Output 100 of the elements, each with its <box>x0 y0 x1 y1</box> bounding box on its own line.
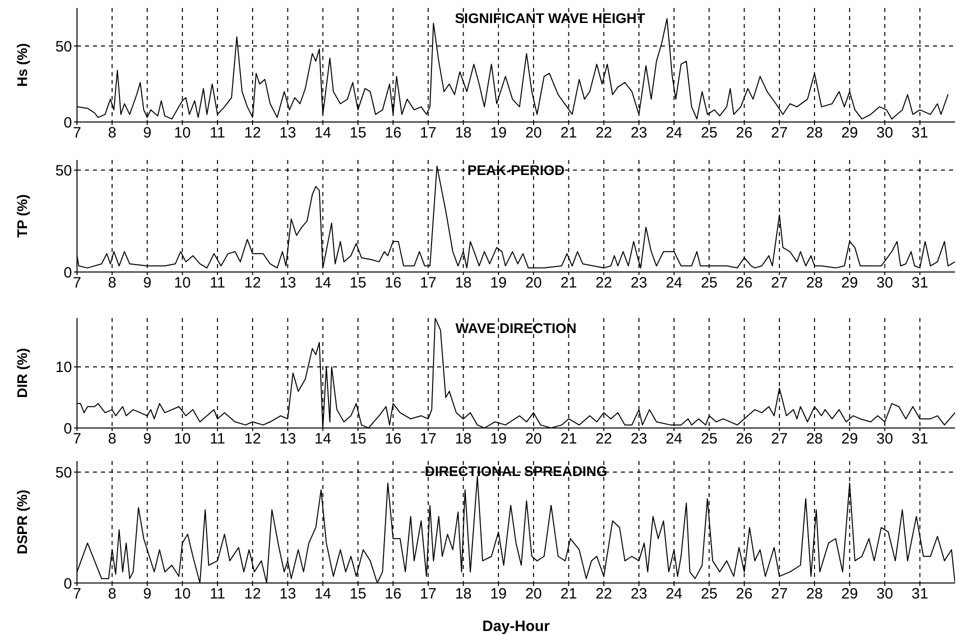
x-tick-label: 30 <box>876 586 894 603</box>
x-tick-label: 9 <box>143 586 152 603</box>
x-tick-label: 31 <box>912 586 928 603</box>
x-tick-label: 28 <box>806 274 823 292</box>
y-tick-label: 0 <box>64 264 72 282</box>
x-tick-label: 14 <box>314 124 332 142</box>
x-tick-label: 7 <box>72 430 82 448</box>
x-tick-label: 10 <box>174 430 191 448</box>
x-tick-label: 21 <box>560 274 578 292</box>
x-tick-label: 24 <box>666 430 682 448</box>
x-tick-label: 16 <box>384 586 402 603</box>
x-tick-label: 13 <box>279 274 296 292</box>
x-tick-label: 22 <box>595 586 612 603</box>
x-tick-label: 10 <box>174 124 191 142</box>
x-tick-label: 28 <box>806 430 823 448</box>
x-tick-label: 31 <box>912 124 928 142</box>
x-tick-label: 14 <box>314 430 332 448</box>
x-tick-label: 22 <box>595 124 612 142</box>
y-axis-title: TP (%) <box>14 194 30 238</box>
x-tick-label: 28 <box>806 586 823 603</box>
x-tick-label: 12 <box>244 124 261 142</box>
y-tick-label: 50 <box>55 464 72 482</box>
y-tick-label: 50 <box>55 38 72 56</box>
x-tick-label: 13 <box>279 124 296 142</box>
x-tick-label: 29 <box>841 274 858 292</box>
x-tick-label: 7 <box>72 586 82 603</box>
x-tick-label: 26 <box>736 430 753 448</box>
x-tick-label: 25 <box>700 430 718 448</box>
x-tick-label: 15 <box>350 586 366 603</box>
x-tick-label: 12 <box>244 274 261 292</box>
y-tick-label: 0 <box>64 114 72 132</box>
x-tick-label: 27 <box>771 430 788 448</box>
x-tick-label: 31 <box>912 430 928 448</box>
x-axis-title: Day-Hour <box>482 618 550 634</box>
x-tick-label: 25 <box>700 124 718 142</box>
x-tick-label: 7 <box>72 274 82 292</box>
x-tick-label: 27 <box>771 586 788 603</box>
x-tick-label: 11 <box>210 430 226 448</box>
x-tick-label: 12 <box>244 430 261 448</box>
x-tick-label: 25 <box>700 274 718 292</box>
x-tick-label: 20 <box>525 274 542 292</box>
x-tick-label: 10 <box>174 586 191 603</box>
x-tick-label: 9 <box>143 124 152 142</box>
x-tick-label: 24 <box>666 274 682 292</box>
x-tick-label: 27 <box>771 124 788 142</box>
x-tick-label: 26 <box>736 274 753 292</box>
chart-title: DIRECTIONAL SPREADING <box>424 463 608 479</box>
x-tick-label: 17 <box>420 430 437 448</box>
x-tick-label: 22 <box>595 430 612 448</box>
x-tick-label: 21 <box>560 430 578 448</box>
y-tick-label: 0 <box>64 575 72 592</box>
x-tick-label: 14 <box>314 274 332 292</box>
y-axis-title: DIR (%) <box>14 348 30 398</box>
x-tick-label: 21 <box>560 124 578 142</box>
x-tick-label: 9 <box>143 274 152 292</box>
x-tick-label: 8 <box>108 586 116 603</box>
x-tick-label: 30 <box>876 430 894 448</box>
x-tick-label: 23 <box>630 274 648 292</box>
x-tick-label: 11 <box>210 274 226 292</box>
x-tick-label: 23 <box>630 124 648 142</box>
x-tick-label: 8 <box>108 430 116 448</box>
x-tick-label: 14 <box>314 586 332 603</box>
x-tick-label: 19 <box>490 124 507 142</box>
x-tick-label: 8 <box>108 124 116 142</box>
x-tick-label: 15 <box>350 430 366 448</box>
x-tick-label: 30 <box>876 124 894 142</box>
x-tick-label: 24 <box>666 124 682 142</box>
x-tick-label: 19 <box>490 586 507 603</box>
x-tick-label: 12 <box>244 586 261 603</box>
x-tick-label: 20 <box>525 586 542 603</box>
x-tick-label: 16 <box>384 430 402 448</box>
x-tick-label: 27 <box>771 274 788 292</box>
x-tick-label: 17 <box>420 124 437 142</box>
y-axis-title: Hs (%) <box>14 43 30 87</box>
x-tick-label: 17 <box>420 586 437 603</box>
x-tick-label: 23 <box>630 430 648 448</box>
x-tick-label: 26 <box>736 586 753 603</box>
x-tick-label: 7 <box>72 124 82 142</box>
x-tick-label: 18 <box>454 274 472 292</box>
chart-title: SIGNIFICANT WAVE HEIGHT <box>454 10 646 26</box>
x-tick-label: 10 <box>174 274 191 292</box>
x-tick-label: 9 <box>143 430 152 448</box>
x-tick-label: 16 <box>384 124 402 142</box>
x-tick-label: 26 <box>736 124 753 142</box>
x-tick-label: 19 <box>490 430 507 448</box>
x-tick-label: 30 <box>876 274 894 292</box>
x-tick-label: 16 <box>384 274 402 292</box>
x-tick-label: 17 <box>420 274 437 292</box>
x-tick-label: 21 <box>560 586 578 603</box>
x-tick-label: 29 <box>841 430 858 448</box>
x-tick-label: 13 <box>279 586 296 603</box>
x-tick-label: 23 <box>630 586 648 603</box>
y-tick-label: 10 <box>55 359 72 376</box>
y-tick-label: 50 <box>55 162 72 180</box>
x-tick-label: 31 <box>912 274 928 292</box>
chart-title: WAVE DIRECTION <box>455 320 577 336</box>
y-tick-label: 0 <box>64 420 72 438</box>
x-tick-label: 11 <box>210 586 226 603</box>
line-series <box>77 318 955 428</box>
x-tick-label: 29 <box>841 124 858 142</box>
